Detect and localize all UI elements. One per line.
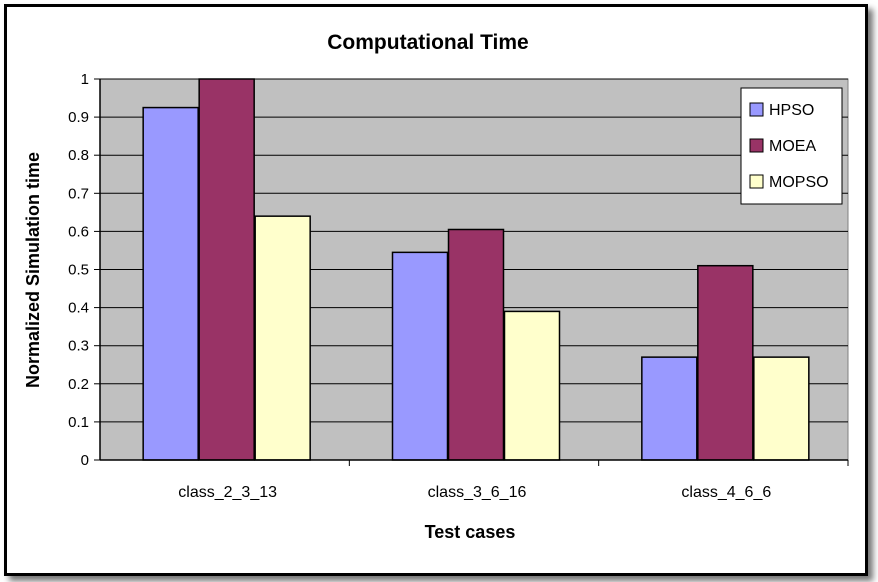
y-tick-label: 0.4 (68, 300, 89, 317)
bar (142, 106, 199, 461)
legend-label: MOEA (769, 138, 816, 155)
bar (503, 310, 561, 461)
x-tick-labels: class_2_3_13 class_3_6_16 class_4_6_6 (178, 484, 771, 501)
bar (753, 356, 810, 461)
x-tick-label: class_3_6_16 (428, 484, 527, 501)
legend-swatch (749, 138, 764, 153)
bar (641, 356, 698, 461)
y-tick-label: 0.8 (68, 147, 89, 164)
x-tick-label: class_4_6_6 (681, 484, 771, 501)
legend-swatch (749, 102, 764, 117)
x-axis-title: Test cases (425, 522, 516, 542)
y-tick-label: 0.1 (68, 414, 89, 431)
bar (697, 264, 754, 461)
legend: HPSO MOEA MOPSO (740, 87, 843, 205)
y-axis-title: Normalized Simulation time (23, 152, 43, 388)
y-tick-label: 0.3 (68, 338, 89, 355)
y-tick-label: 0.7 (68, 185, 89, 202)
legend-label: MOPSO (769, 174, 829, 191)
y-tick-label: 1 (81, 71, 89, 88)
y-tick-label: 0.2 (68, 376, 89, 393)
x-tick-label: class_2_3_13 (178, 484, 277, 501)
bar (254, 215, 311, 461)
y-tick-labels: 0 0.1 0.2 0.3 0.4 0.5 0.6 0.7 0.8 0.9 1 (68, 71, 89, 469)
bar (447, 228, 505, 461)
legend-label: HPSO (769, 102, 814, 119)
y-tick-label: 0.9 (68, 109, 89, 126)
axes (94, 78, 849, 466)
legend-swatch (749, 174, 764, 189)
y-tick-label: 0.5 (68, 262, 89, 279)
chart-title: Computational Time (327, 31, 528, 54)
bar (391, 251, 449, 461)
y-tick-label: 0.6 (68, 223, 89, 240)
bar (198, 78, 255, 461)
y-tick-label: 0 (81, 452, 89, 469)
